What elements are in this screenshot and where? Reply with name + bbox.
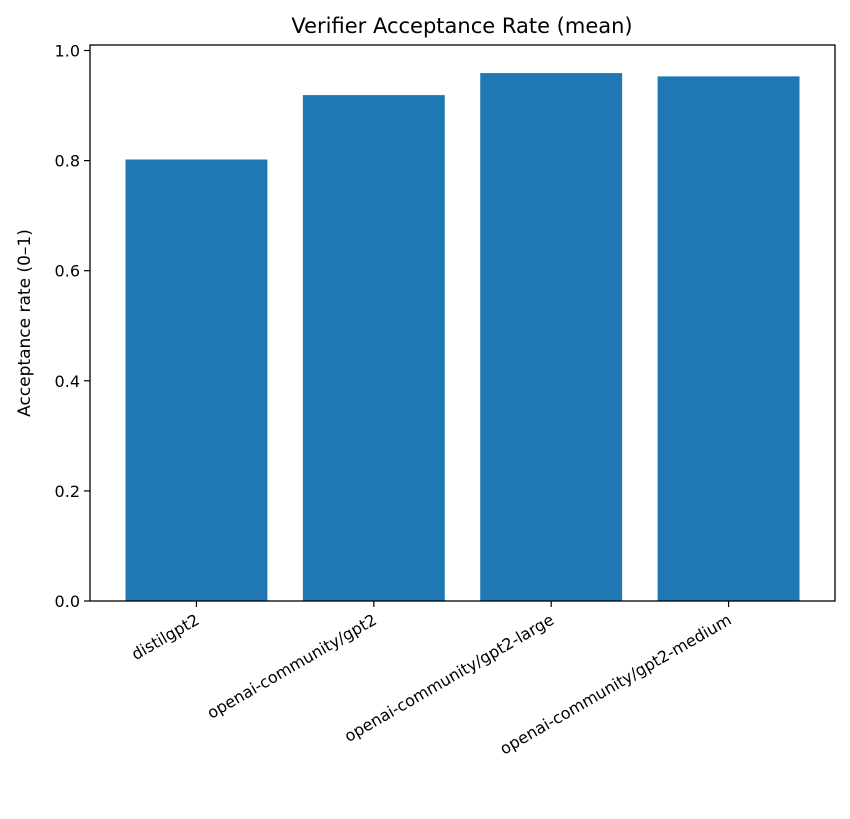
bar-3 (480, 73, 623, 601)
y-axis: 0.0 0.2 0.4 0.6 0.8 1.0 (55, 42, 90, 611)
chart-title: Verifier Acceptance Rate (mean) (291, 14, 632, 38)
y-tick-label: 0.6 (55, 262, 80, 281)
x-tick-label: distilgpt2 (128, 610, 202, 664)
x-axis: distilgpt2 openai-community/gpt2openai-co… (128, 601, 735, 758)
bar-4 (657, 76, 800, 601)
bar-1 (125, 159, 268, 601)
y-tick-label: 0.2 (55, 482, 80, 501)
bars-layer (125, 73, 800, 601)
bar-2 (302, 95, 445, 601)
y-tick-label: 0.8 (55, 152, 80, 171)
y-tick-label: 0.0 (55, 592, 80, 611)
y-axis-label: Acceptance rate (0–1) (15, 229, 35, 417)
plot-frame (89, 44, 836, 602)
y-tick-label: 1.0 (55, 42, 80, 61)
x-tick-label: openai-community/gpt2 (204, 610, 380, 723)
y-tick-label: 0.4 (55, 372, 80, 391)
